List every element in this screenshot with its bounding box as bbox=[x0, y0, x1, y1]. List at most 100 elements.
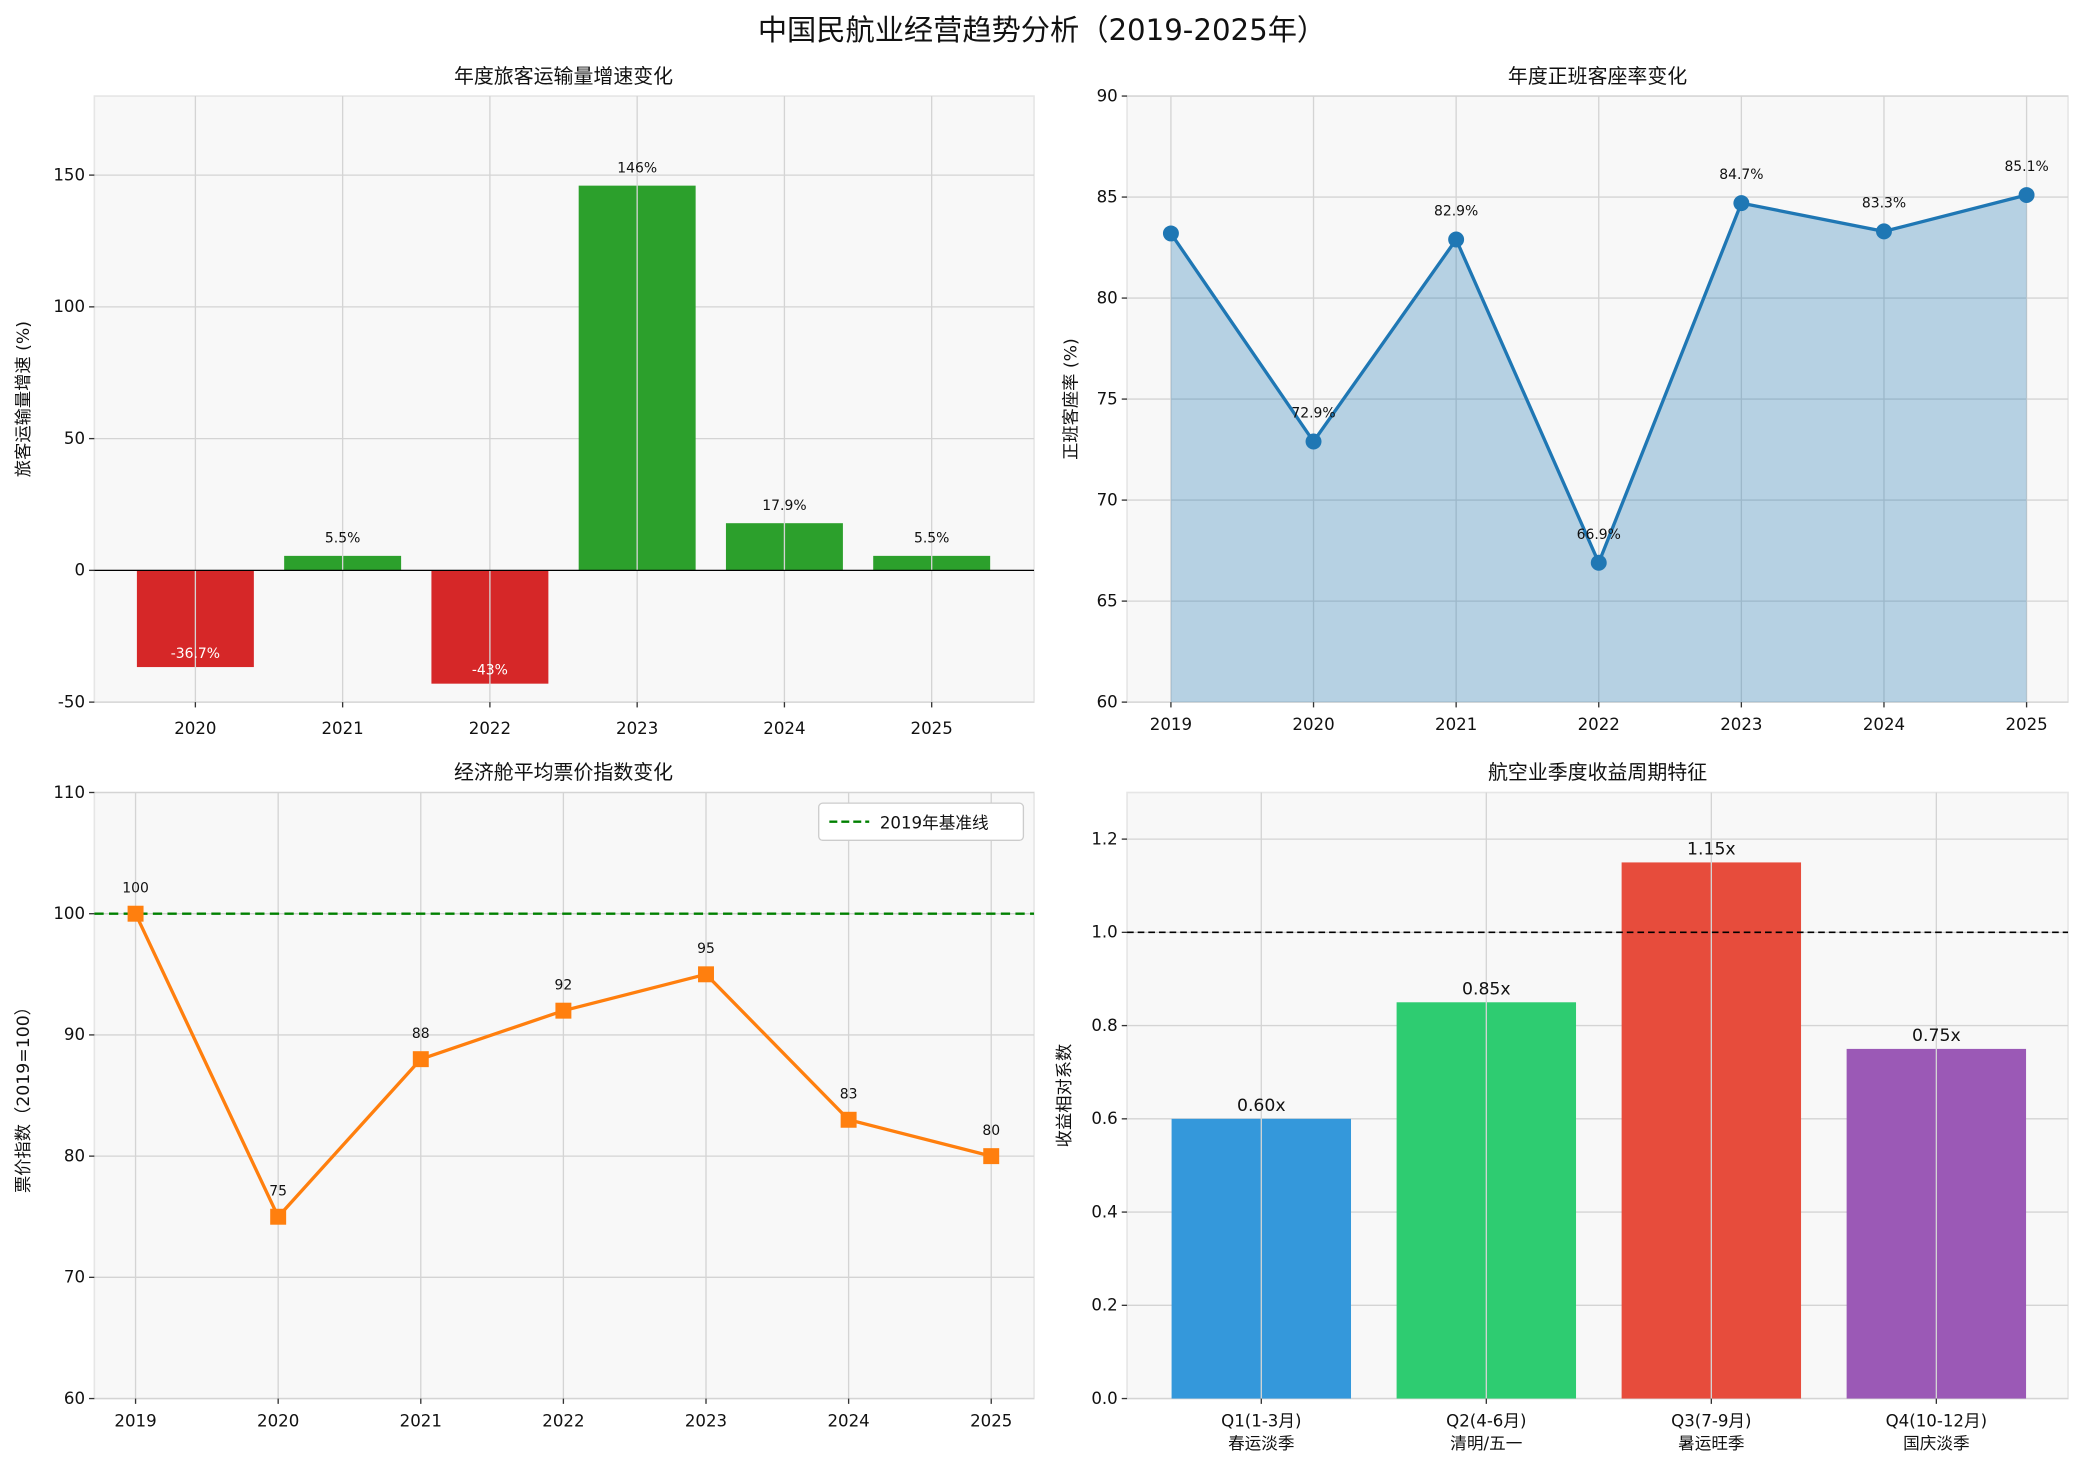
data-point bbox=[698, 966, 714, 983]
y-tick-label: 80 bbox=[64, 1146, 85, 1165]
data-label: -43% bbox=[472, 662, 508, 678]
chart-title: 年度正班客座率变化 bbox=[1508, 65, 1687, 88]
y-tick-label: 1.0 bbox=[1091, 923, 1117, 942]
x-tick-label: 2022 bbox=[469, 719, 511, 738]
x-tick-label: 2021 bbox=[321, 719, 363, 738]
data-point bbox=[1590, 554, 1607, 571]
y-tick-label: -50 bbox=[58, 692, 85, 711]
data-label: 1.15x bbox=[1687, 839, 1736, 859]
y-tick-label: 150 bbox=[53, 165, 85, 184]
y-tick-label: 90 bbox=[64, 1025, 85, 1044]
data-point bbox=[412, 1051, 429, 1068]
y-axis-label: 票价指数（2019=100） bbox=[14, 998, 34, 1193]
data-point bbox=[1733, 195, 1750, 212]
x-tick-label: Q3(7-9月) bbox=[1671, 1411, 1751, 1430]
data-label: 0.75x bbox=[1912, 1026, 1961, 1046]
y-tick-label: 60 bbox=[1097, 692, 1118, 711]
data-label: 82.9% bbox=[1434, 204, 1478, 220]
data-label: 92 bbox=[555, 977, 573, 993]
data-point bbox=[1448, 231, 1465, 248]
data-label: 17.9% bbox=[762, 498, 806, 514]
y-tick-label: 0.6 bbox=[1091, 1109, 1117, 1128]
x-tick-label: 暑运旺季 bbox=[1678, 1434, 1744, 1453]
y-tick-label: 90 bbox=[1097, 86, 1118, 105]
y-tick-label: 110 bbox=[53, 783, 85, 802]
chart-title: 经济舱平均票价指数变化 bbox=[454, 761, 673, 784]
x-tick-label: 2019 bbox=[1150, 715, 1192, 734]
y-axis-label: 正班客座率 (%) bbox=[1062, 338, 1082, 460]
data-label: 83.3% bbox=[1862, 195, 1906, 211]
data-point bbox=[2018, 187, 2035, 204]
y-axis-label: 旅客运输量增速 (%) bbox=[14, 321, 34, 477]
y-tick-label: 100 bbox=[53, 297, 85, 316]
x-tick-label: Q2(4-6月) bbox=[1446, 1411, 1526, 1430]
y-tick-label: 80 bbox=[1097, 288, 1118, 307]
quarterly-revenue-chart: 航空业季度收益周期特征 收益相对系数 0.0 0.2 0.4 0.6 0.8 1.0 1.2… bbox=[1055, 761, 2069, 1453]
x-tick-label: 春运淡季 bbox=[1228, 1434, 1294, 1453]
data-label: 146% bbox=[617, 160, 657, 176]
x-tick-label: 2024 bbox=[827, 1411, 869, 1430]
x-tick-label: 2023 bbox=[685, 1411, 727, 1430]
chart-title: 航空业季度收益周期特征 bbox=[1488, 761, 1707, 784]
data-label: 95 bbox=[697, 941, 715, 957]
x-tick-label: Q4(10-12月) bbox=[1886, 1411, 1987, 1430]
y-tick-label: 70 bbox=[64, 1268, 85, 1287]
x-tick-label: 国庆淡季 bbox=[1903, 1434, 1969, 1453]
x-tick-label: 清明/五一 bbox=[1450, 1434, 1522, 1453]
fare-index-chart: 经济舱平均票价指数变化 票价指数（2019=100） 60 70 80 90 100 11… bbox=[14, 761, 1035, 1430]
area-fill bbox=[1170, 195, 2027, 703]
data-point bbox=[1305, 433, 1322, 450]
data-label: -36.7% bbox=[171, 646, 220, 662]
data-point bbox=[1162, 225, 1179, 242]
y-tick-label: 60 bbox=[64, 1389, 85, 1408]
data-label: 66.9% bbox=[1577, 527, 1621, 543]
y-tick-label: 0.2 bbox=[1091, 1296, 1117, 1315]
x-tick-label: 2019 bbox=[114, 1411, 156, 1430]
x-tick-label: 2025 bbox=[911, 719, 953, 738]
y-tick-label: 100 bbox=[53, 904, 85, 923]
y-tick-label: 0.0 bbox=[1091, 1389, 1117, 1408]
data-point bbox=[127, 905, 144, 922]
x-tick-label: 2023 bbox=[616, 719, 658, 738]
data-point bbox=[555, 1002, 572, 1019]
passenger-growth-chart: 年度旅客运输量增速变化 旅客运输量增速 (%) -50 0 50 100 150 2020… bbox=[14, 65, 1035, 738]
data-point bbox=[270, 1208, 287, 1225]
data-label: 85.1% bbox=[2004, 159, 2048, 175]
y-tick-label: 85 bbox=[1097, 187, 1118, 206]
data-label: 88 bbox=[412, 1026, 430, 1042]
data-label: 84.7% bbox=[1719, 167, 1763, 183]
legend: 2019年基准线 bbox=[818, 802, 1025, 842]
data-point bbox=[983, 1148, 1000, 1165]
y-tick-label: 70 bbox=[1097, 490, 1118, 509]
chart-title: 年度旅客运输量增速变化 bbox=[454, 65, 673, 88]
y-tick-label: 50 bbox=[64, 429, 85, 448]
x-tick-label: 2020 bbox=[257, 1411, 299, 1430]
x-tick-label: 2022 bbox=[542, 1411, 584, 1430]
load-factor-chart: 年度正班客座率变化 正班客座率 (%) 60 65 70 75 80 85 90 2019 20… bbox=[1062, 65, 2069, 734]
data-label: 75 bbox=[269, 1183, 287, 1199]
legend-label: 2019年基准线 bbox=[880, 813, 989, 832]
x-tick-label: 2024 bbox=[763, 719, 805, 738]
data-label: 80 bbox=[982, 1123, 1000, 1139]
data-label: 5.5% bbox=[914, 531, 949, 547]
plot-area bbox=[93, 791, 1035, 1400]
x-tick-label: 2022 bbox=[1578, 715, 1620, 734]
y-tick-label: 0 bbox=[74, 561, 85, 580]
figure-title: 中国民航业经营趋势分析（2019-2025年） bbox=[758, 13, 1326, 47]
x-tick-label: 2020 bbox=[1292, 715, 1334, 734]
data-label: 72.9% bbox=[1291, 406, 1335, 422]
y-tick-label: 0.4 bbox=[1091, 1202, 1117, 1221]
x-tick-label: 2025 bbox=[2005, 715, 2047, 734]
data-point bbox=[840, 1111, 857, 1128]
data-label: 100 bbox=[122, 880, 149, 896]
x-tick-label: Q1(1-3月) bbox=[1221, 1411, 1301, 1430]
x-tick-label: 2021 bbox=[1435, 715, 1477, 734]
y-tick-label: 65 bbox=[1097, 591, 1118, 610]
data-label: 0.85x bbox=[1462, 979, 1511, 999]
x-tick-label: 2023 bbox=[1720, 715, 1762, 734]
x-tick-label: 2024 bbox=[1863, 715, 1905, 734]
x-tick-label: 2021 bbox=[400, 1411, 442, 1430]
data-label: 5.5% bbox=[325, 531, 360, 547]
data-label: 0.60x bbox=[1237, 1096, 1286, 1116]
